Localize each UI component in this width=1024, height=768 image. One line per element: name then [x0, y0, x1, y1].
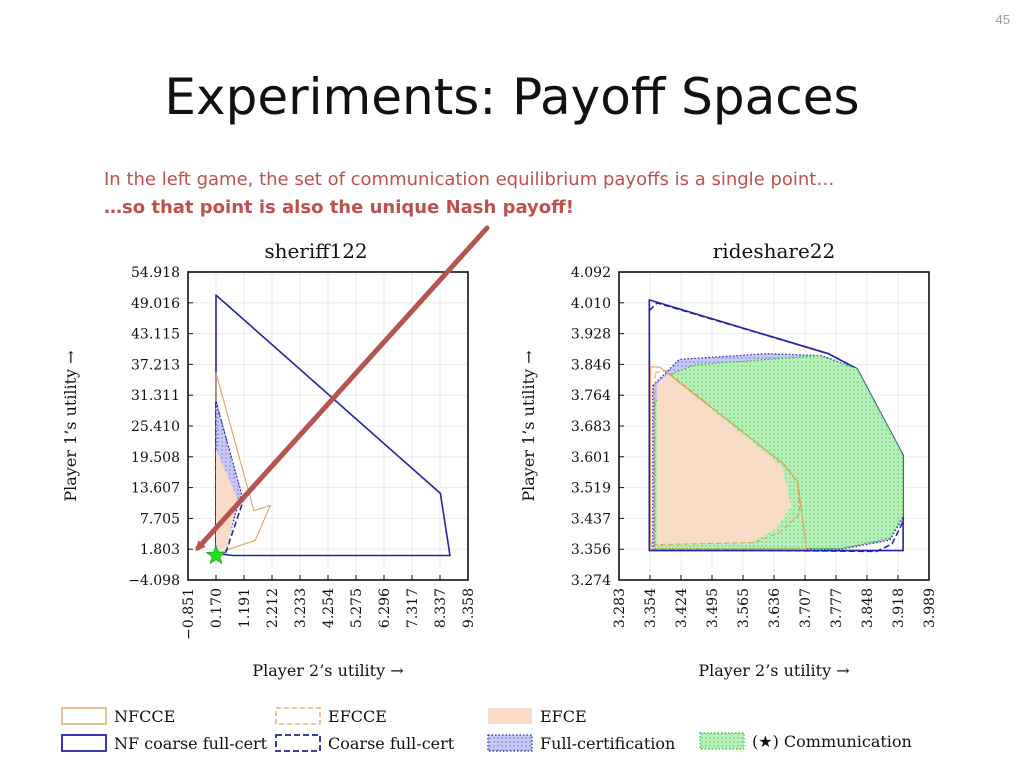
legend-label: (★) Communication: [752, 732, 912, 751]
x-tick-label: 3.777: [829, 588, 845, 628]
y-tick-label: 1.803: [140, 542, 180, 558]
y-tick-label: 13.607: [131, 481, 180, 497]
y-tick-label: 43.115: [131, 327, 180, 343]
x-tick-label: 7.317: [405, 588, 421, 628]
y-axis-label: Player 1’s utility →: [61, 350, 80, 501]
callout-text: In the left game, the set of communicati…: [104, 166, 834, 222]
legend-item-communication: (★) Communication: [699, 732, 912, 751]
legend-item-coarse: Coarse full-cert: [275, 734, 455, 753]
series-nf-coarse-full-cert: [215, 294, 451, 557]
callout-arrow: [195, 225, 490, 551]
slide-number: 45: [995, 12, 1010, 27]
y-tick-label: 3.519: [571, 481, 611, 497]
legend-label: Full-certification: [540, 734, 675, 753]
x-tick-label: 5.275: [349, 588, 365, 628]
chart-rideshare22: 3.274 3.356 3.437 3.519 3.601 3.683 3.764 3.846…: [519, 239, 938, 680]
y-tick-label: −4.098: [128, 573, 180, 589]
x-tick-label: 3.918: [891, 588, 907, 628]
legend-item-efcce: EFCCE: [275, 707, 387, 726]
y-tick-label: 7.705: [140, 511, 180, 527]
y-tick-label: 3.764: [571, 388, 611, 404]
y-tick-label: 4.010: [571, 296, 611, 312]
x-tick-label: 3.283: [612, 588, 628, 628]
y-tick-label: 3.846: [571, 357, 611, 373]
callout-line-1: In the left game, the set of communicati…: [104, 169, 835, 190]
x-axis-label: Player 2’s utility →: [698, 661, 849, 680]
y-tick-label: 19.508: [131, 450, 180, 466]
slide-title: Experiments: Payoff Spaces: [164, 68, 860, 126]
x-tick-label: 3.636: [767, 588, 783, 628]
x-tick-label: 0.170: [209, 588, 225, 628]
y-axis-label: Player 1’s utility →: [519, 350, 538, 501]
legend-label: EFCE: [540, 707, 587, 726]
chart-title: sheriff122: [264, 239, 367, 263]
y-tick-label: 25.410: [131, 419, 180, 435]
legend-swatch: [61, 707, 107, 725]
x-tick-label: 3.848: [860, 588, 876, 628]
callout-line-2: …so that point is also the unique Nash p…: [104, 197, 574, 218]
x-tick-label: 3.354: [643, 588, 659, 628]
chart-sheriff122: −4.098 1.803 7.705 13.607 19.508 25.410 31.311…: [61, 239, 477, 680]
legend-label: EFCCE: [328, 707, 387, 726]
legend-item-nf-coarse: NF coarse full-cert: [61, 734, 268, 753]
y-tick-label: 3.437: [571, 511, 611, 527]
y-tick-label: 3.928: [571, 327, 611, 343]
x-tick-label: 9.358: [461, 588, 477, 628]
series-efce: [657, 374, 792, 544]
y-tick-label: 49.016: [131, 296, 180, 312]
legend-item-efce: EFCE: [488, 707, 587, 726]
legend-item-full-cert: Full-certification: [487, 734, 675, 753]
x-axis-label: Player 2’s utility →: [252, 661, 403, 680]
chart-title: rideshare22: [713, 239, 836, 263]
x-tick-label: −0.851: [181, 588, 197, 640]
x-tick-label: 4.254: [321, 588, 337, 628]
series-efcce: [654, 370, 801, 546]
legend-swatch: [699, 732, 745, 750]
legend-swatch: [487, 734, 533, 752]
y-tick-label: 3.356: [571, 542, 611, 558]
x-tick-label: 2.212: [265, 588, 281, 628]
x-tick-label: 3.233: [293, 588, 309, 628]
legend-swatch: [488, 708, 532, 724]
legend-label: NF coarse full-cert: [114, 734, 268, 753]
legend-label: Coarse full-cert: [328, 734, 455, 753]
x-tick-label: 3.565: [736, 588, 752, 628]
series-nfcce: [650, 366, 808, 550]
x-tick-label: 1.191: [237, 588, 253, 628]
x-tick-label: 6.296: [377, 588, 393, 628]
legend-swatch: [275, 734, 321, 752]
x-tick-label: 3.424: [674, 588, 690, 628]
y-tick-label: 3.601: [571, 450, 611, 466]
y-tick-label: 31.311: [131, 388, 180, 404]
legend-swatch: [61, 734, 107, 752]
x-tick-label: 3.989: [922, 588, 938, 628]
x-tick-label: 8.337: [433, 588, 449, 628]
legend-label: NFCCE: [114, 707, 175, 726]
communication-point-star: [205, 544, 227, 565]
legend-swatch: [275, 707, 321, 725]
y-tick-label: 3.274: [571, 573, 611, 589]
series-efce: [216, 449, 238, 554]
x-tick-label: 3.707: [798, 588, 814, 628]
y-tick-label: 3.683: [571, 419, 611, 435]
legend-item-nfcce: NFCCE: [61, 707, 175, 726]
y-tick-label: 37.213: [131, 357, 180, 373]
x-tick-label: 3.495: [705, 588, 721, 628]
y-tick-label: 4.092: [571, 265, 611, 281]
y-tick-label: 54.918: [131, 265, 180, 281]
legend: NFCCE EFCCE EFCE NF coarse full-cert Coarse …: [61, 707, 912, 753]
series-coarse-full-cert: [648, 302, 904, 553]
